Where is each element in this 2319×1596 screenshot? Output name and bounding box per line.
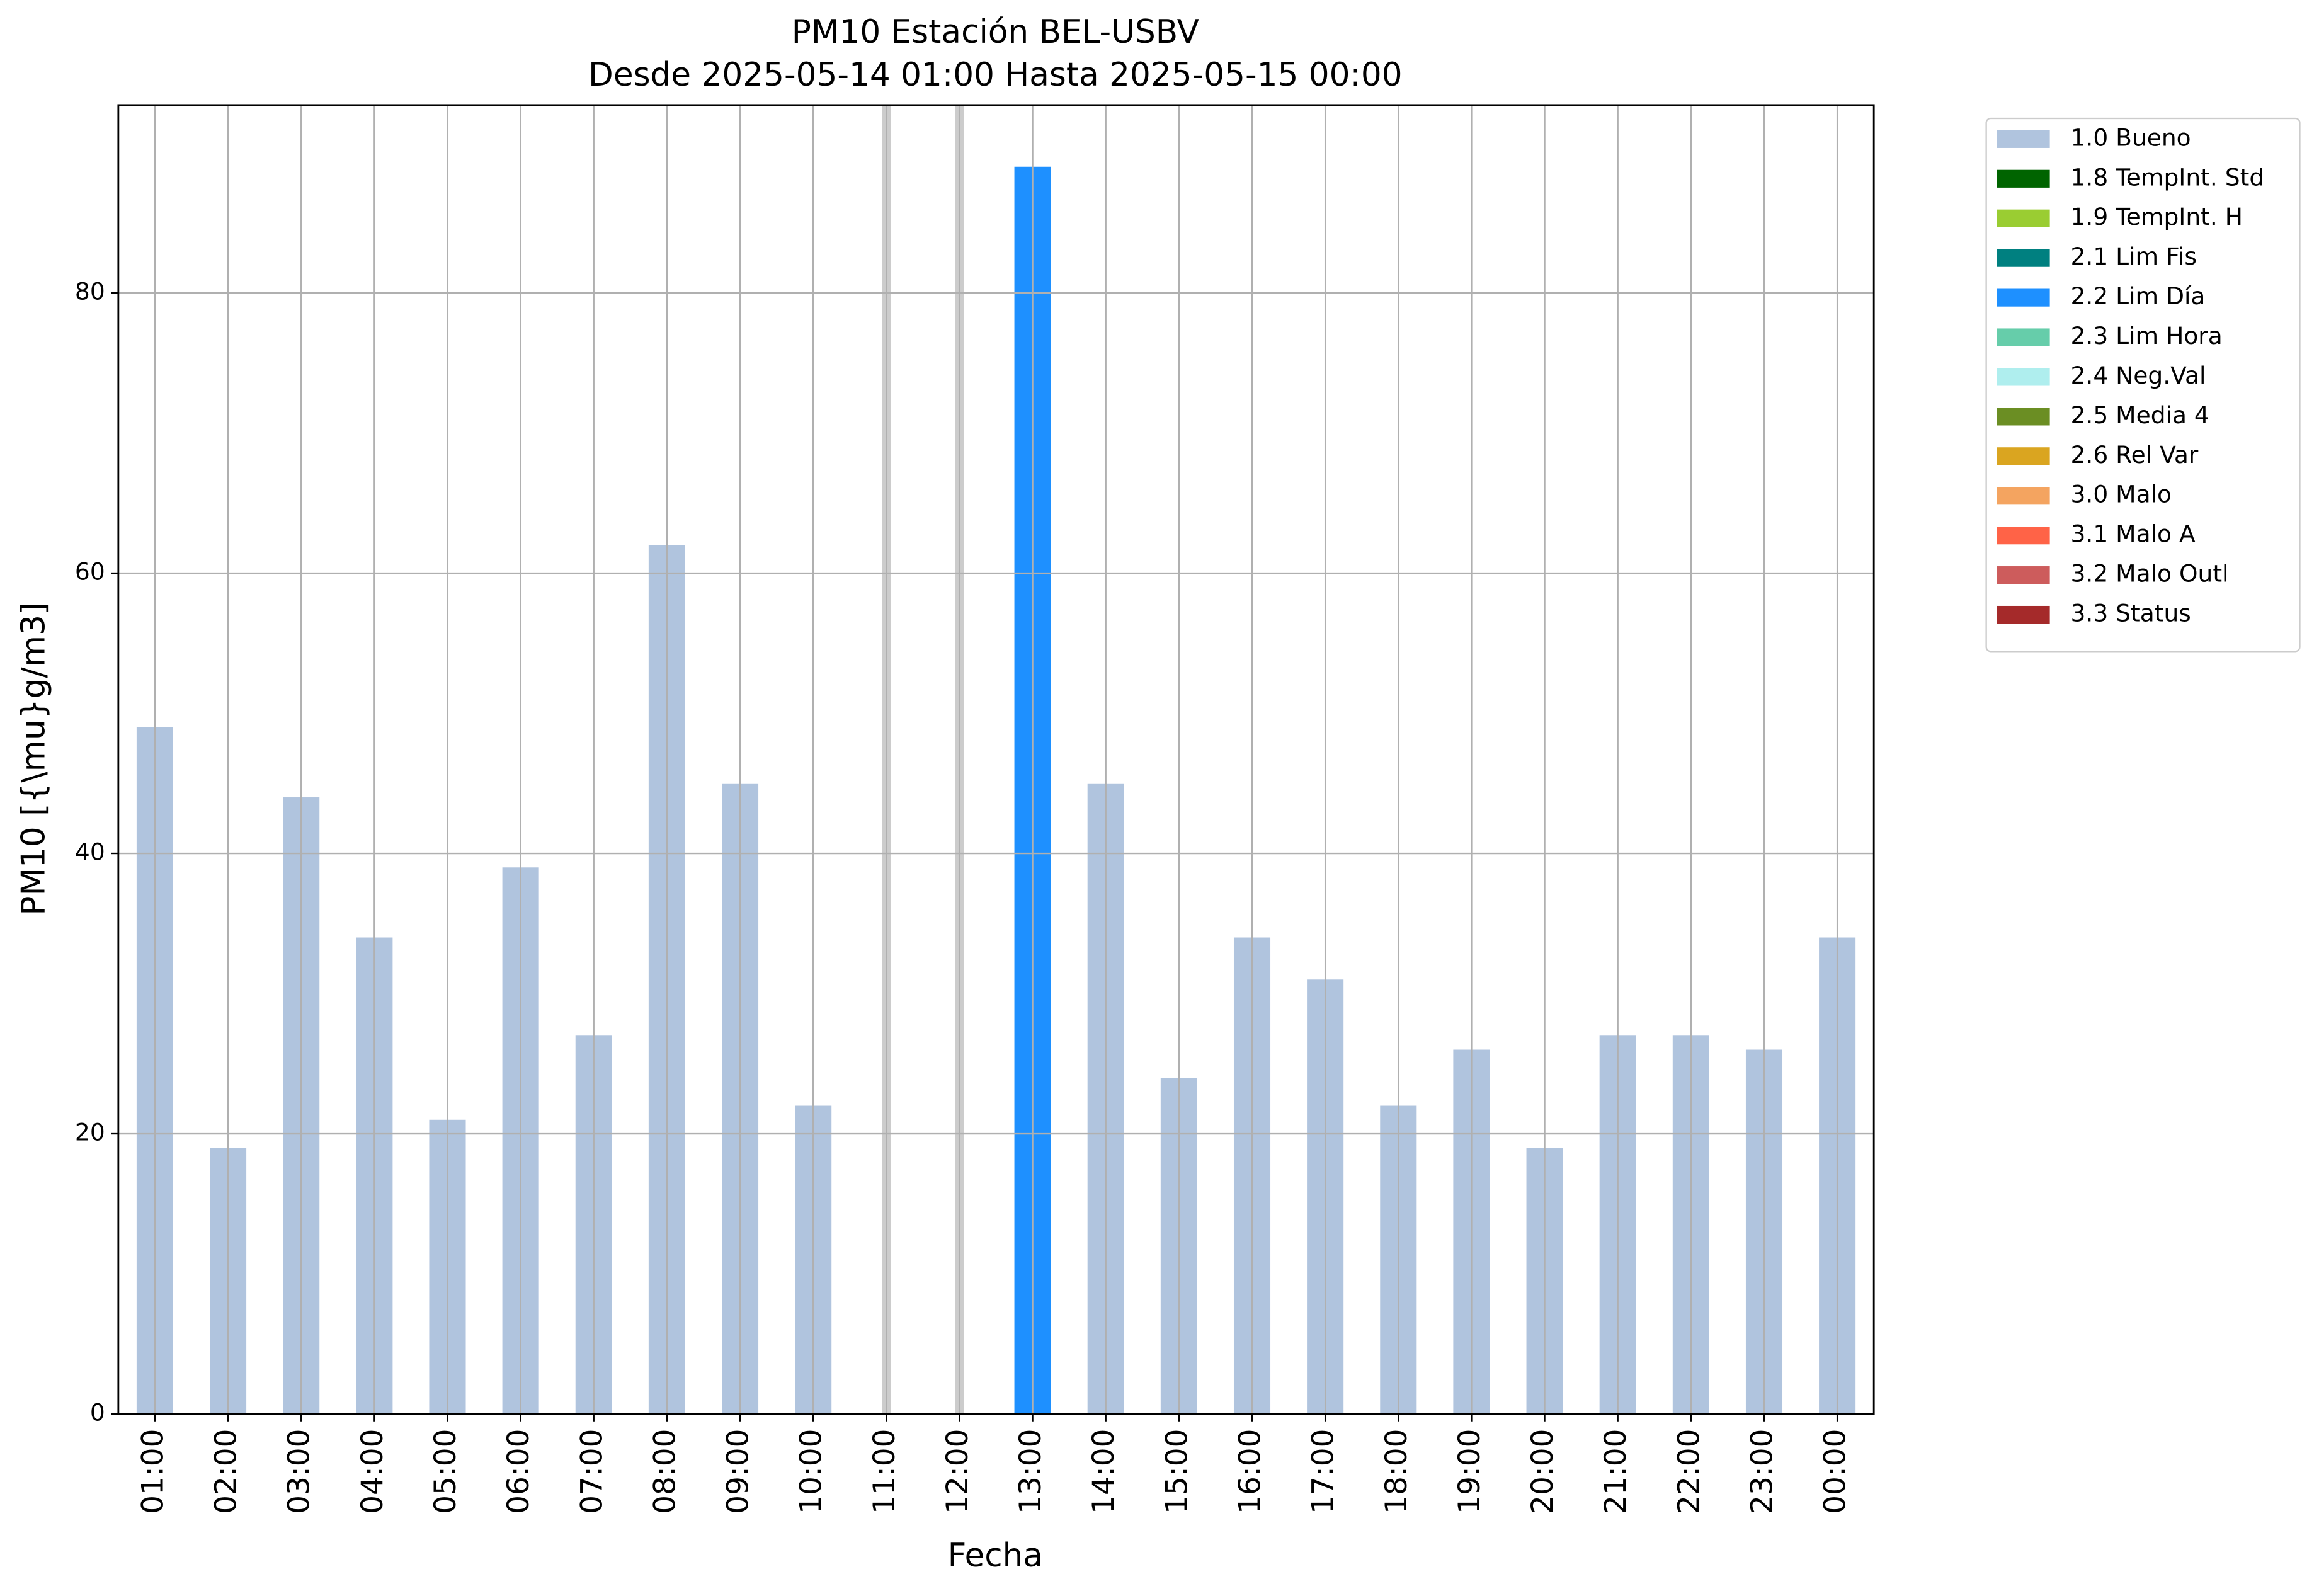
x-tick-label: 19:00 [1452,1429,1487,1514]
legend-label: 2.5 Media 4 [2071,401,2209,429]
x-tick-label: 07:00 [574,1429,609,1514]
plot-frame [117,104,1875,1415]
y-axis-label: PM10 [{\mu}g/m3] [14,602,52,916]
x-tick-label: 13:00 [1013,1429,1048,1514]
legend-label: 1.0 Bueno [2071,123,2191,151]
x-tick-label: 02:00 [209,1429,244,1514]
legend-swatch [1997,566,2050,584]
x-tick-label: 12:00 [940,1429,975,1514]
x-tick-label: 11:00 [867,1429,902,1514]
y-tick-label: 60 [75,558,105,586]
x-tick-label: 18:00 [1379,1429,1414,1514]
legend-swatch [1997,209,2050,227]
legend-label: 3.2 Malo Outl [2071,560,2229,588]
legend-swatch [1997,447,2050,465]
legend-swatch [1997,130,2050,148]
legend-swatch [1997,605,2050,624]
legend-swatch [1997,328,2050,346]
x-tick-label: 04:00 [355,1429,390,1514]
legend-label: 2.2 Lim Día [2071,282,2206,310]
x-tick-label: 22:00 [1672,1429,1706,1514]
x-axis-label: Fecha [948,1537,1043,1575]
y-tick-label: 0 [90,1399,105,1427]
chart-subtitle: Desde 2025-05-14 01:00 Hasta 2025-05-15 … [588,56,1403,94]
y-tick-label: 40 [75,838,105,866]
x-tick-label: 23:00 [1745,1429,1779,1514]
legend-label: 2.3 Lim Hora [2071,322,2223,350]
legend-swatch [1997,288,2050,307]
x-tick-label: 16:00 [1233,1429,1268,1514]
x-tick-label: 01:00 [135,1429,170,1514]
x-tick-label: 15:00 [1160,1429,1194,1514]
legend-label: 2.6 Rel Var [2071,441,2199,469]
x-tick-label: 06:00 [501,1429,536,1514]
x-tick-label: 21:00 [1598,1429,1633,1514]
legend-label: 1.8 TempInt. Std [2071,163,2265,191]
chart-title: PM10 Estación BEL-USBV [792,13,1199,51]
legend-label: 2.4 Neg.Val [2071,362,2206,389]
x-tick-label: 05:00 [428,1429,463,1514]
legend-frame [1985,117,2301,653]
legend-swatch [1997,408,2050,426]
y-tick-label: 80 [75,278,105,305]
legend-label: 3.3 Status [2071,600,2191,627]
legend-label: 3.0 Malo [2071,481,2172,508]
x-tick-label: 20:00 [1525,1429,1560,1514]
legend-swatch [1997,249,2050,267]
legend-swatch [1997,368,2050,386]
legend-label: 2.1 Lim Fis [2071,242,2197,270]
legend-swatch [1997,487,2050,505]
legend-label: 1.9 TempInt. H [2071,203,2243,231]
legend-swatch [1997,169,2050,188]
x-tick-label: 17:00 [1306,1429,1341,1514]
x-tick-label: 14:00 [1086,1429,1121,1514]
x-tick-label: 00:00 [1818,1429,1853,1514]
x-tick-label: 09:00 [721,1429,756,1514]
x-tick-label: 03:00 [282,1429,317,1514]
x-tick-label: 10:00 [794,1429,829,1514]
x-tick-label: 08:00 [647,1429,682,1514]
y-tick-label: 20 [75,1119,105,1146]
legend-label: 3.1 Malo A [2071,520,2196,548]
legend-swatch [1997,527,2050,545]
